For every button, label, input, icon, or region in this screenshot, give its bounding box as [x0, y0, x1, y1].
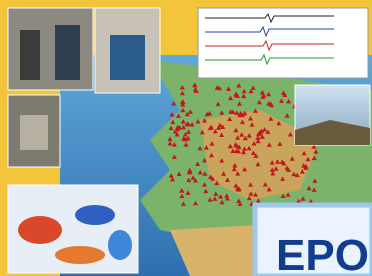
- anomaly: [75, 205, 115, 225]
- photo-detail: [20, 30, 40, 80]
- logo-text: EPO: [276, 231, 369, 276]
- photo-detail: [55, 25, 80, 80]
- anomaly: [18, 216, 62, 244]
- anomaly: [108, 230, 132, 260]
- anomaly: [55, 246, 105, 264]
- photo-detail: [110, 35, 145, 80]
- photo-detail: [20, 115, 48, 150]
- collage: EPO: [0, 0, 372, 276]
